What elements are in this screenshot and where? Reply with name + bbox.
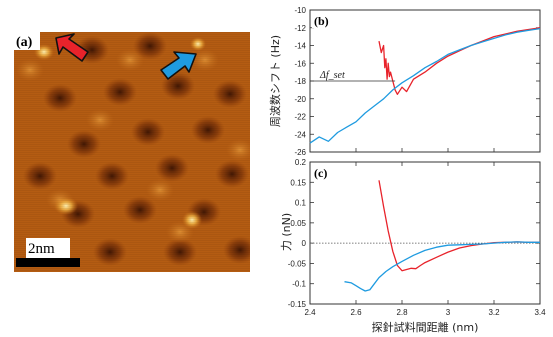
- panel-c-label-box: [312, 164, 334, 180]
- x-tick-label: 2.8: [396, 308, 408, 317]
- series-line-1: [309, 27, 541, 144]
- panel-b-label-box: [312, 12, 334, 28]
- panel-c-ylabel: 力 (nN): [280, 213, 293, 251]
- red-arrow-icon: [55, 33, 89, 62]
- scalebar-label: 2nm: [28, 241, 55, 257]
- series-line-0: [378, 27, 541, 95]
- x-tick-label: 2.6: [350, 308, 362, 317]
- y-tick-label: -26: [294, 148, 306, 157]
- panel-a-label: (a): [16, 35, 33, 50]
- panel-c-series: [344, 180, 540, 292]
- y-tick-label: -0.05: [288, 259, 307, 268]
- panel-a-label-box: [14, 32, 40, 50]
- x-tick-label: 3.4: [534, 308, 546, 317]
- blue-arrow-icon: [160, 51, 197, 80]
- dfset-label: Δf_set: [319, 70, 345, 81]
- x-tick-label: 3.2: [488, 308, 500, 317]
- y-tick-label: -10: [294, 6, 306, 15]
- y-tick-label: -24: [294, 130, 306, 139]
- y-tick-label: -14: [294, 42, 306, 51]
- scalebar: [16, 258, 80, 267]
- y-tick-label: 0.1: [295, 199, 307, 208]
- y-tick-label: -22: [294, 113, 306, 122]
- y-tick-label: 0.15: [290, 178, 306, 187]
- panel-b-chart: -10 -12 -14 -16 -18 -20 -22 -24 -26 Δf_set (b) 周…: [269, 6, 541, 157]
- x-tick-label: 2.4: [304, 308, 316, 317]
- y-tick-label: 0.05: [290, 219, 306, 228]
- panel-b-series: [309, 27, 541, 144]
- scan-lines: [14, 32, 250, 272]
- series-line-1: [344, 241, 540, 292]
- y-tick-label: 0: [302, 239, 307, 248]
- panel-b-y-ticks: -10 -12 -14 -16 -18 -20 -22 -24 -26: [294, 6, 540, 157]
- panel-b-ylabel: 周波数シフト (Hz): [269, 35, 282, 127]
- panel-b-annotation: Δf_set: [310, 70, 396, 82]
- panel-c-ticks: 0.2 0.15 0.1 0.05 0 -0.05 -0.1 -0.152.4 2.6 2.8 3 3…: [288, 158, 546, 317]
- panel-c-xlabel: 探針試料間距離 (nm): [372, 320, 479, 334]
- y-tick-label: -0.1: [292, 280, 306, 289]
- panel-c-label: (c): [314, 166, 327, 180]
- panel-c-plot-area: [309, 161, 541, 305]
- panel-b-label: (b): [314, 14, 329, 28]
- panel-c-chart: 0.2 0.15 0.1 0.05 0 -0.05 -0.1 -0.152.4 2.6 2.8 3 3…: [280, 158, 546, 334]
- x-tick-label: 3: [446, 308, 451, 317]
- y-tick-label: -16: [294, 59, 306, 68]
- scalebar-label-box: [26, 238, 70, 258]
- y-tick-label: -20: [294, 95, 306, 104]
- y-tick-label: -12: [294, 24, 306, 33]
- y-tick-label: -0.15: [288, 300, 307, 309]
- y-tick-label: 0.2: [295, 158, 307, 167]
- y-tick-label: -18: [294, 77, 306, 86]
- stm-image-panel: [14, 32, 250, 272]
